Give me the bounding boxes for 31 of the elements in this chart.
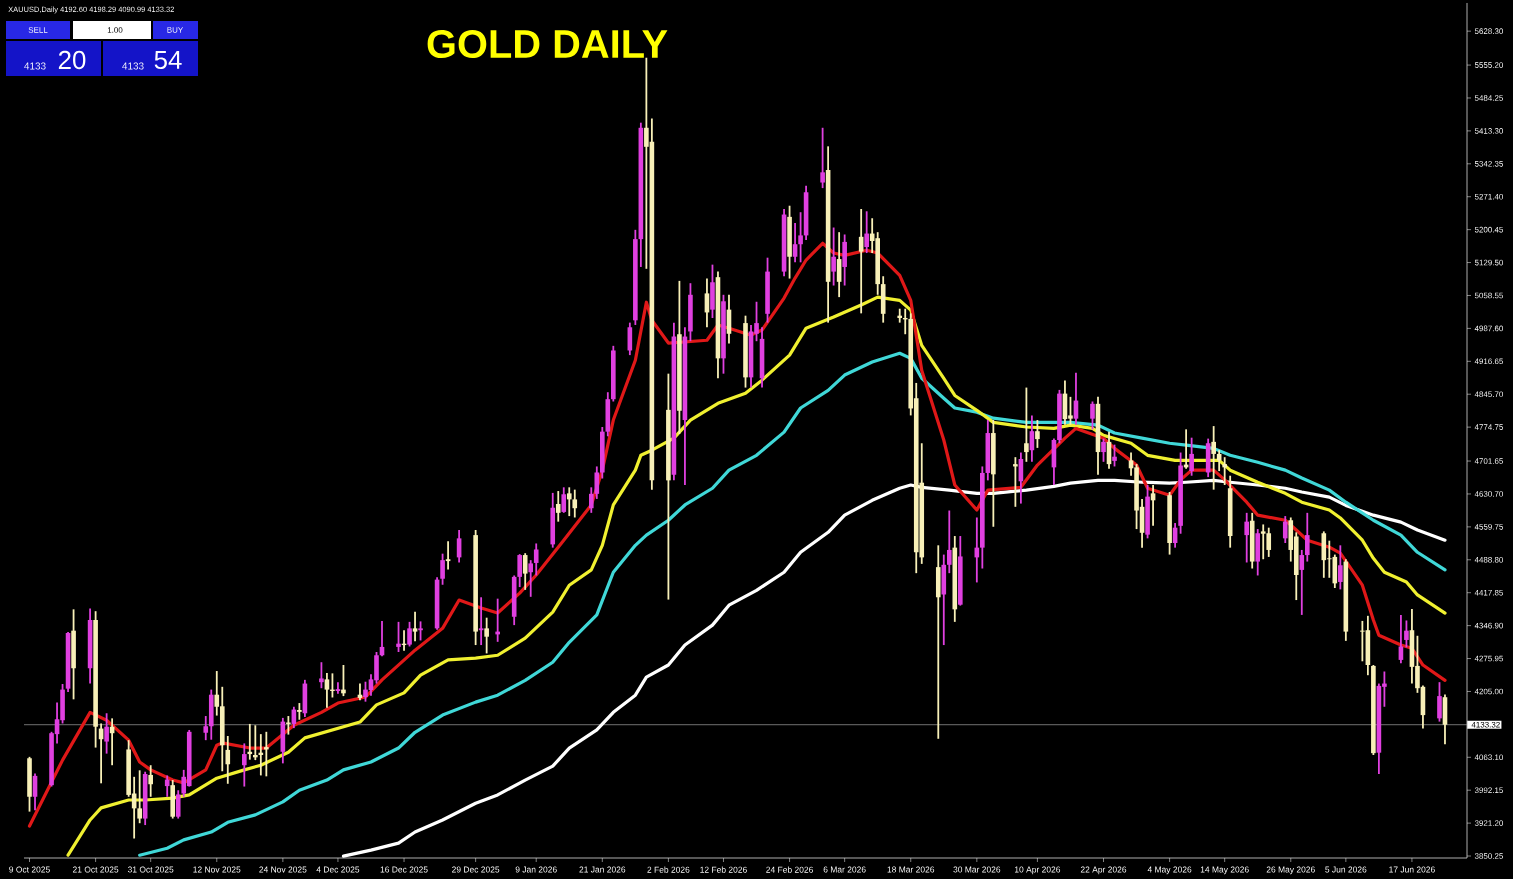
annotation: 4133 — [24, 62, 46, 70]
annotation: 4133 — [122, 62, 144, 70]
x-tick-label: 29 Dec 2025 — [452, 866, 500, 873]
x-tick-label: 4 May 2026 — [1147, 866, 1192, 875]
x-tick-label: 12 Nov 2025 — [193, 866, 241, 873]
x-tick-label: 30 Mar 2026 — [953, 866, 1001, 873]
x-tick-label: 17 Jun 2026 — [1389, 866, 1435, 873]
x-tick-label: 16 Dec 2025 — [380, 866, 428, 873]
x-tick-label: 24 Feb 2026 — [766, 866, 813, 873]
text: GOLD DAILY — [427, 29, 668, 59]
x-tick-label: 10 Apr 2026 — [1014, 866, 1061, 875]
x-tick-label: 9 Jan 2026 — [515, 866, 557, 873]
candlestick — [407, 620, 412, 648]
x-tick-label: 6 Mar 2026 — [823, 866, 866, 873]
x-tick-label: 22 Apr 2026 — [1080, 866, 1127, 875]
line-series — [341, 478, 1447, 858]
x-tick-label: 2 Feb 2026 — [647, 866, 690, 873]
x-tick-label: 31 Oct 2025 — [127, 866, 174, 873]
annotation: 20 — [58, 50, 86, 70]
x-tick-label: 4 Dec 2025 — [316, 866, 360, 873]
x-tick-label: 21 Oct 2025 — [72, 866, 119, 873]
x-tick-label: 21 Jan 2026 — [579, 866, 626, 873]
x-tick-label: 24 Nov 2025 — [259, 866, 307, 873]
x-tick-label: 18 Mar 2026 — [887, 866, 935, 873]
x-tick-label: 12 Feb 2026 — [700, 866, 747, 873]
x-tick-label: 5 Jun 2026 — [1325, 866, 1367, 873]
x-tick-label: 26 May 2026 — [1266, 866, 1315, 875]
x-tick-label: 14 May 2026 — [1200, 866, 1249, 875]
candlestick — [319, 661, 324, 690]
x-tick-label: 9 Oct 2025 — [9, 866, 50, 873]
annotation: 54 — [154, 50, 182, 70]
